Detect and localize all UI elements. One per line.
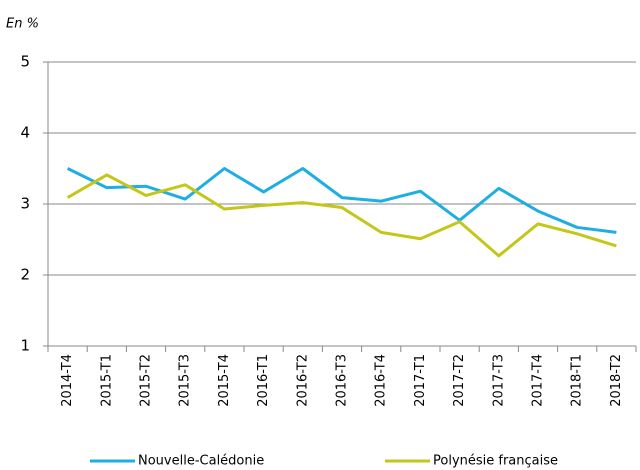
x-tick-label: 2016-T2	[295, 354, 310, 407]
x-tick-label: 2017-T3	[491, 354, 506, 407]
x-tick-label: 2016-T3	[335, 354, 350, 407]
x-tick-label: 2018-T1	[570, 354, 585, 407]
x-tick-label: 2017-T1	[413, 354, 428, 407]
legend-label: Nouvelle-Calédonie	[138, 454, 264, 469]
x-tick-label: 2016-T4	[374, 354, 389, 407]
x-tick-label: 2015-T1	[99, 354, 114, 407]
legend-label: Polynésie française	[433, 454, 558, 469]
x-tick-label: 2018-T2	[609, 354, 624, 407]
x-tick-label: 2015-T3	[178, 354, 193, 407]
y-tick-label: 3	[20, 195, 30, 213]
x-tick-label: 2017-T2	[452, 354, 467, 407]
y-tick-label: 5	[20, 53, 30, 71]
y-axis-label: En %	[6, 17, 39, 32]
series-line	[66, 173, 617, 258]
x-tick-label: 2015-T2	[139, 354, 154, 407]
x-tick-label: 2017-T4	[531, 354, 546, 407]
y-tick-label: 4	[20, 124, 30, 142]
series-line	[66, 167, 617, 234]
x-tick-label: 2015-T4	[217, 354, 232, 407]
x-tick-label: 2014-T4	[60, 354, 75, 407]
y-tick-label: 1	[20, 337, 30, 355]
y-tick-label: 2	[20, 266, 30, 284]
x-tick-label: 2016-T1	[256, 354, 271, 407]
